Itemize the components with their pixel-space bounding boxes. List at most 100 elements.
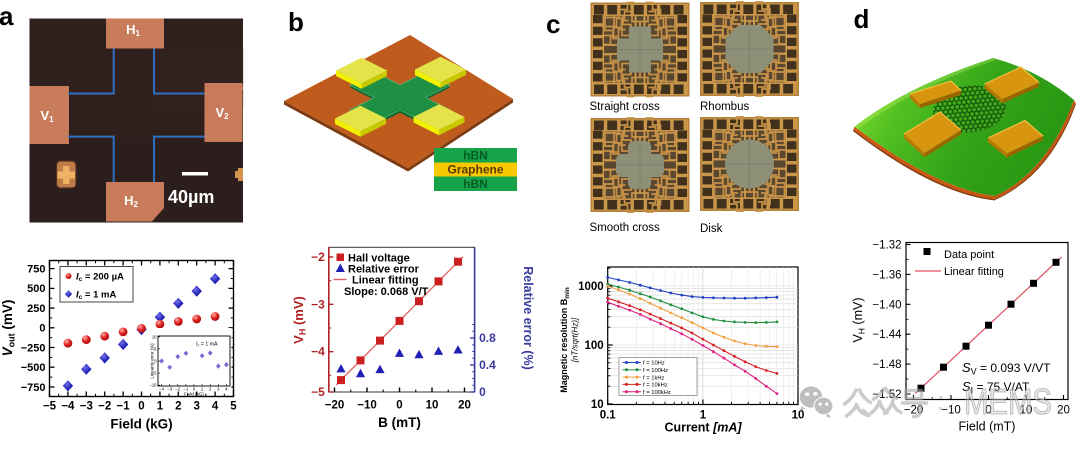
svg-text:Linear fitting: Linear fitting: [352, 275, 419, 287]
svg-text:f = 100kHz: f = 100kHz: [643, 390, 671, 396]
svg-text:2: 2: [209, 387, 212, 392]
svg-text:10: 10: [152, 334, 157, 339]
svg-text:SV = 0.093 V/VT: SV = 0.093 V/VT: [962, 360, 1051, 377]
svg-text:Smooth cross: Smooth cross: [590, 222, 661, 234]
svg-text:−4: −4: [311, 345, 325, 359]
svg-text:2: 2: [175, 401, 181, 413]
svg-text:hBN: hBN: [463, 149, 488, 163]
svg-text:10: 10: [591, 399, 604, 411]
svg-text:−10: −10: [149, 383, 157, 388]
svg-text:−2: −2: [175, 387, 180, 392]
svg-text:−5: −5: [152, 371, 157, 376]
svg-text:0: 0: [985, 405, 991, 417]
svg-text:10: 10: [792, 410, 805, 422]
svg-text:−3: −3: [311, 297, 325, 311]
svg-text:Vout (mV): Vout (mV): [0, 300, 17, 357]
svg-text:250: 250: [27, 303, 45, 315]
svg-text:20: 20: [458, 400, 471, 412]
svg-text:0: 0: [154, 359, 157, 364]
svg-text:−1.36: −1.36: [872, 269, 901, 281]
svg-text:f = 1kHz: f = 1kHz: [643, 375, 665, 381]
svg-text:1: 1: [700, 410, 707, 422]
svg-text:Disk: Disk: [700, 223, 723, 235]
svg-text:3: 3: [193, 401, 199, 413]
svg-text:−2: −2: [311, 250, 325, 264]
svg-text:f = 10kHz: f = 10kHz: [643, 383, 668, 389]
svg-text:VH (mV): VH (mV): [291, 296, 308, 344]
svg-text:a: a: [0, 1, 14, 31]
svg-text:Ic = 1 mA: Ic = 1 mA: [196, 342, 218, 348]
svg-text:0: 0: [479, 385, 486, 399]
svg-text:B (mT): B (mT): [378, 415, 421, 430]
svg-text:Rhombus: Rhombus: [700, 101, 749, 113]
svg-text:0.4: 0.4: [479, 358, 496, 372]
svg-text:4: 4: [225, 387, 228, 392]
svg-text:3: 3: [217, 387, 220, 392]
svg-text:−1.48: −1.48: [872, 359, 901, 371]
svg-text:−10: −10: [941, 405, 961, 417]
svg-text:100: 100: [585, 340, 604, 352]
svg-text:b: b: [288, 7, 304, 37]
svg-text:5: 5: [154, 346, 157, 351]
svg-text:f = 100Hz: f = 100Hz: [643, 368, 668, 374]
svg-text:Slope: 0.068 V/T: Slope: 0.068 V/T: [344, 286, 429, 298]
svg-text:−10: −10: [357, 400, 377, 412]
svg-text:c: c: [546, 9, 560, 39]
svg-text:1: 1: [157, 401, 164, 413]
svg-text:0.1: 0.1: [600, 410, 617, 422]
svg-text:Ic = 200 µA: Ic = 200 µA: [76, 272, 124, 284]
svg-text:Data point: Data point: [944, 249, 994, 261]
svg-text:−1.40: −1.40: [872, 299, 901, 311]
svg-text:−5: −5: [311, 385, 325, 399]
svg-text:10: 10: [426, 400, 439, 412]
svg-text::: :: [937, 386, 945, 416]
svg-text:Linear fitting: Linear fitting: [944, 266, 1004, 278]
svg-text:Relative error (%): Relative error (%): [521, 266, 535, 370]
svg-text:−3: −3: [80, 401, 93, 413]
svg-text:4: 4: [212, 401, 219, 413]
svg-text:−500: −500: [21, 362, 46, 374]
svg-text:0.8: 0.8: [479, 331, 496, 345]
svg-text:−4: −4: [159, 387, 164, 392]
svg-text:Linearity error (%): Linearity error (%): [150, 343, 155, 379]
svg-text:40µm: 40µm: [168, 187, 214, 207]
svg-text:MEMS: MEMS: [964, 381, 1052, 422]
svg-text:Field (kG): Field (kG): [184, 392, 204, 397]
svg-text:−1.32: −1.32: [872, 240, 901, 252]
svg-text:−1: −1: [117, 401, 131, 413]
svg-text:Relative error: Relative error: [348, 264, 420, 276]
svg-text:−1.44: −1.44: [872, 329, 902, 341]
svg-text:SI = 75 V/AT: SI = 75 V/AT: [962, 379, 1030, 396]
svg-text:f = 10Hz: f = 10Hz: [643, 361, 665, 367]
svg-text:0: 0: [396, 400, 402, 412]
svg-text:1000: 1000: [578, 281, 604, 293]
svg-text:−5: −5: [43, 401, 57, 413]
svg-text:0: 0: [193, 387, 196, 392]
svg-text:−4: −4: [61, 401, 75, 413]
svg-text:VH (mV): VH (mV): [851, 297, 867, 342]
svg-text:d: d: [854, 4, 870, 34]
svg-text:Hall voltage: Hall voltage: [348, 253, 410, 265]
svg-text:[nT/sqrt(Hz)]: [nT/sqrt(Hz)]: [571, 317, 580, 363]
svg-text:Field (mT): Field (mT): [959, 420, 1016, 434]
svg-text:−1: −1: [184, 387, 189, 392]
svg-text:0: 0: [39, 323, 45, 335]
svg-text:1: 1: [201, 387, 204, 392]
svg-text:20: 20: [1057, 405, 1070, 417]
svg-text:Ic = 1 mA: Ic = 1 mA: [76, 290, 116, 302]
svg-text:−750: −750: [21, 382, 46, 394]
svg-text:Graphene: Graphene: [447, 163, 503, 177]
svg-text:5: 5: [230, 401, 237, 413]
svg-text:−250: −250: [21, 342, 46, 354]
svg-text:hBN: hBN: [463, 177, 488, 191]
svg-text:10: 10: [1020, 405, 1033, 417]
svg-text:−20: −20: [325, 400, 345, 412]
svg-text:0: 0: [138, 401, 144, 413]
svg-text:500: 500: [27, 283, 45, 295]
svg-text:Field (kG): Field (kG): [110, 417, 172, 432]
svg-text:Straight cross: Straight cross: [590, 101, 661, 113]
svg-text:750: 750: [27, 263, 45, 275]
svg-text:Current [mA]: Current [mA]: [664, 421, 742, 435]
svg-text:−2: −2: [98, 401, 111, 413]
svg-text:−3: −3: [167, 387, 172, 392]
